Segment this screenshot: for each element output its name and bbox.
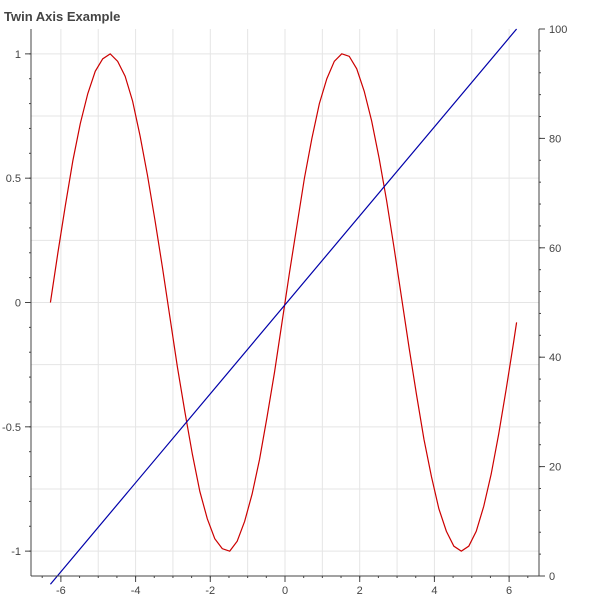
chart-title: Twin Axis Example (4, 9, 121, 24)
x-tick-label: -6 (56, 585, 66, 597)
y-tick-label: 0.5 (6, 173, 21, 185)
x-tick-label: 4 (431, 585, 437, 597)
series-layer (49, 28, 518, 585)
y-tick-label: 0 (15, 298, 21, 310)
x-tick-label: 6 (506, 585, 512, 597)
y2-tick-label: 20 (549, 462, 561, 474)
y-tick-label: -1 (11, 546, 21, 558)
x-tick-label: 0 (282, 585, 288, 597)
y2-tick-label: 60 (549, 243, 561, 255)
axes-layer: -6 -4 -2 0 2 4 6 -1 -0.5 0 0.5 1 0 20 40 60 80 100 (2, 24, 567, 597)
y2-tick-label: 100 (549, 24, 567, 36)
x-tick-label: -4 (131, 585, 141, 597)
x-tick-label: 2 (357, 585, 363, 597)
grid-layer (31, 29, 539, 576)
linear-series-line (49, 28, 518, 585)
y-tick-label: -0.5 (2, 422, 21, 434)
y2-tick-label: 40 (549, 352, 561, 364)
y2-tick-label: 0 (549, 571, 555, 583)
y-tick-label: 1 (15, 49, 21, 61)
y2-tick-label: 80 (549, 133, 561, 145)
x-tick-label: -2 (205, 585, 215, 597)
sine-series-line (49, 53, 518, 552)
